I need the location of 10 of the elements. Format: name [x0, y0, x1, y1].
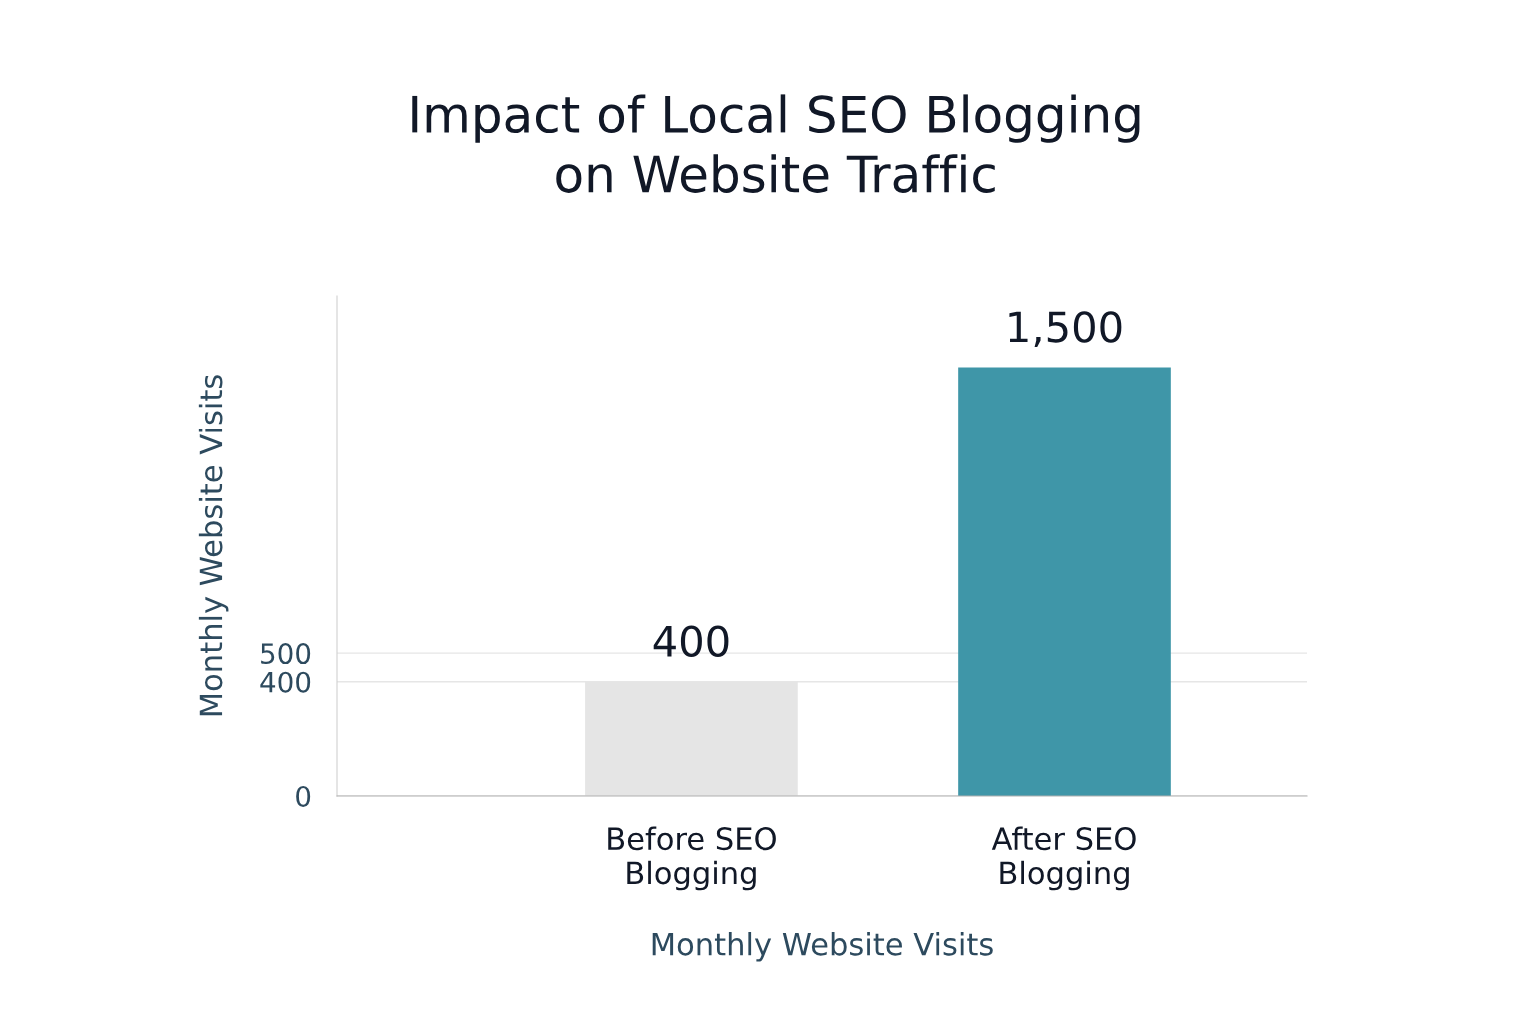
y-tick-label: 400 [260, 671, 311, 693]
y-tick-label: 0 [296, 785, 311, 807]
y-axis-title: Monthly Website Visits [198, 375, 229, 716]
x-tick-label: After SEO Blogging [991, 826, 1136, 891]
x-tick-label: Before SEO Blogging [608, 826, 776, 891]
data-label: 400 [653, 625, 729, 657]
data-label: 1,500 [1009, 311, 1122, 347]
x-axis-title: Monthly Website Visits [652, 932, 993, 962]
chart-title: Impact of Local SEO Blogging on Website Traffic [412, 94, 1140, 193]
y-tick-label: 500 [261, 643, 311, 665]
